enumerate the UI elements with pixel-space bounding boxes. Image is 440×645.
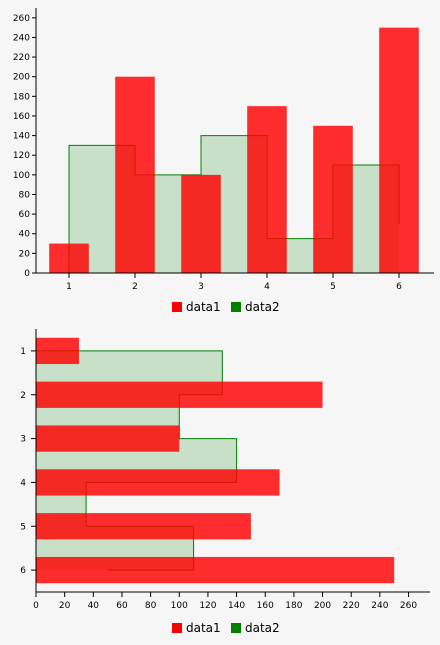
x-tick-label: 6 [396, 282, 402, 292]
y-tick-label: 6 [20, 566, 26, 576]
bar[interactable] [313, 125, 353, 274]
x-tick-label: 120 [199, 601, 216, 611]
x-tick-label: 180 [285, 601, 302, 611]
legend-item-data2[interactable]: data2 [231, 621, 280, 635]
y-tick-label: 100 [13, 171, 30, 181]
legend-label: data1 [186, 621, 221, 635]
y-tick-label: 40 [19, 230, 31, 240]
legend-swatch [172, 623, 182, 633]
x-tick-label: 1 [66, 282, 72, 292]
bar[interactable] [247, 106, 287, 273]
bar[interactable] [115, 76, 155, 273]
x-tick-label: 5 [330, 282, 336, 292]
legend-item-data1[interactable]: data1 [172, 621, 221, 635]
legend: data1 data2 [172, 621, 280, 635]
y-tick-label: 4 [20, 478, 26, 488]
y-tick-label: 5 [20, 522, 26, 532]
bar[interactable] [181, 174, 221, 273]
x-tick-label: 160 [257, 601, 274, 611]
bar[interactable] [49, 243, 89, 273]
y-tick-label: 3 [20, 435, 26, 445]
y-tick-label: 2 [20, 391, 26, 401]
y-tick-label: 1 [20, 347, 26, 357]
x-tick-label: 260 [400, 601, 417, 611]
y-tick-label: 260 [13, 14, 30, 24]
y-tick-label: 20 [19, 249, 31, 259]
x-tick-label: 20 [59, 601, 71, 611]
legend-swatch [231, 302, 241, 312]
bar[interactable] [36, 513, 251, 540]
x-tick-label: 220 [343, 601, 360, 611]
y-tick-label: 0 [24, 269, 30, 279]
legend-item-data2[interactable]: data2 [231, 300, 280, 314]
legend-item-data1[interactable]: data1 [172, 300, 221, 314]
series-data1 [36, 337, 395, 584]
x-tick-label: 4 [264, 282, 270, 292]
x-tick-label: 3 [198, 282, 204, 292]
legend-label: data1 [186, 300, 221, 314]
y-tick-label: 160 [13, 112, 30, 122]
legend: data1 data2 [172, 300, 280, 314]
series-data1 [49, 27, 419, 274]
x-tick-label: 80 [145, 601, 157, 611]
legend-label: data2 [245, 300, 280, 314]
y-tick-label: 180 [13, 92, 30, 102]
bar[interactable] [36, 469, 280, 496]
bar[interactable] [379, 27, 419, 274]
y-tick-label: 200 [13, 73, 30, 83]
x-tick-label: 60 [116, 601, 128, 611]
bar[interactable] [36, 381, 323, 408]
bar[interactable] [36, 425, 180, 452]
y-tick-label: 80 [19, 190, 31, 200]
y-tick-label: 140 [13, 132, 30, 142]
y-tick-label: 120 [13, 151, 30, 161]
bar[interactable] [36, 337, 79, 365]
bar[interactable] [36, 556, 395, 584]
y-tick-label: 240 [13, 33, 30, 43]
axes: 0 20 40 60 80 100 120 140 160 180 200 220 240 260 1 2 3 4… [13, 8, 434, 292]
x-tick-label: 240 [371, 601, 388, 611]
x-tick-label: 140 [228, 601, 245, 611]
x-tick-label: 100 [171, 601, 188, 611]
legend-swatch [231, 623, 241, 633]
y-tick-label: 220 [13, 53, 30, 63]
x-tick-label: 0 [33, 601, 39, 611]
x-tick-label: 40 [88, 601, 100, 611]
legend-swatch [172, 302, 182, 312]
x-tick-label: 200 [314, 601, 331, 611]
y-tick-label: 60 [19, 210, 31, 220]
vertical-bar-chart: 0 20 40 60 80 100 120 140 160 180 200 220 240 260 1 2 3 4… [13, 8, 434, 314]
legend-label: data2 [245, 621, 280, 635]
x-tick-label: 2 [132, 282, 138, 292]
